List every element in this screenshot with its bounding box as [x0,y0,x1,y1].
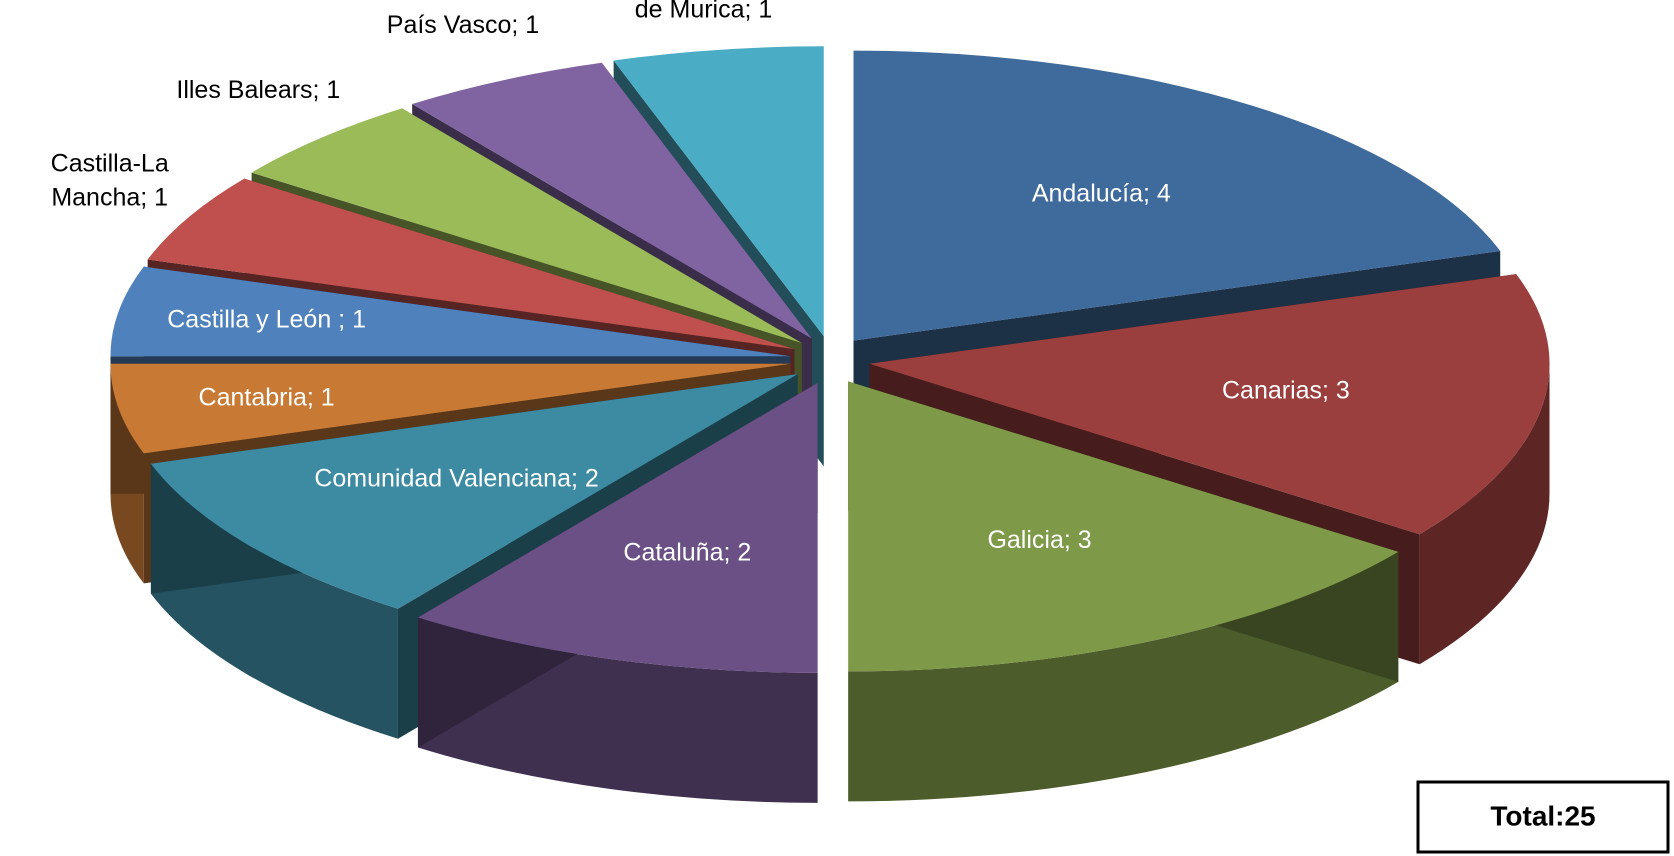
data-label: País Vasco; 1 [387,11,539,39]
label-line: de Murica; 1 [635,0,773,23]
total-annotation: Total:25 [1490,800,1595,831]
data-label: Castilla-La Mancha; 1 [51,149,169,211]
slice-top [848,381,1399,672]
slice-top [110,266,791,357]
data-label: Comunidad Valenciana; 2 [314,464,598,492]
slice-top [869,274,1550,535]
data-label: Cataluña; 2 [623,538,751,566]
slice-top [613,46,824,337]
slice-top [251,108,802,344]
data-label: Canarias; 3 [1222,376,1350,404]
data-label: Andalucía; 4 [1032,180,1171,208]
total-box [1416,780,1670,854]
slice-top [150,374,798,609]
slice-top [853,50,1501,341]
slice-side [1419,363,1550,665]
pie [110,46,1550,803]
slice-top [110,363,791,454]
label-line: Mancha; 1 [51,183,168,211]
slice-top [417,382,818,673]
data-label: Galicia; 3 [987,526,1091,554]
data-label: Illes Balears; 1 [176,76,340,104]
label-line: Castilla-La [51,149,169,177]
slice-top [147,178,795,350]
slice-top [412,62,812,339]
data-label: Regiónde Murica; 1 [635,0,773,23]
data-label: Castilla y León ; 1 [167,305,366,333]
data-label: Cantabria; 1 [199,384,335,412]
